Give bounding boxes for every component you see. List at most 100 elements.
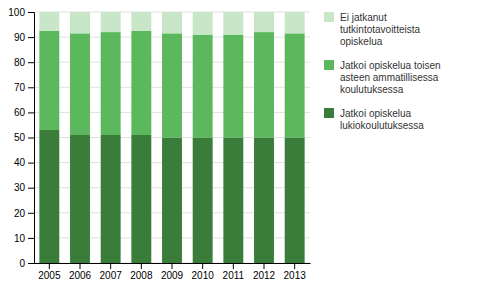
y-tick-mark	[28, 188, 34, 189]
x-tick: 2011	[223, 263, 245, 281]
y-tick-mark	[28, 138, 34, 139]
x-tick-label: 2006	[69, 270, 92, 281]
y-tick-label: 50	[14, 132, 26, 143]
bar	[101, 12, 121, 32]
x-tick-mark	[264, 263, 265, 269]
bar	[70, 12, 90, 33]
plot-area: 2005200620072008200920102011201220130102…	[8, 7, 310, 281]
y-tick: 30	[14, 182, 34, 193]
bar	[162, 12, 182, 33]
x-tick: 2013	[284, 263, 307, 281]
bar	[285, 12, 305, 33]
legend-label: Jatkoi opiskelualukiokoulutuksessa	[340, 108, 424, 131]
bar	[193, 12, 213, 35]
bar	[223, 138, 243, 264]
bar	[254, 138, 274, 264]
y-tick-label: 60	[14, 107, 26, 118]
y-tick-mark	[28, 112, 34, 113]
y-tick: 40	[14, 157, 34, 168]
bar	[223, 12, 243, 35]
y-tick: 0	[19, 258, 34, 269]
chart-container: 2005200620072008200920102011201220130102…	[0, 0, 480, 289]
series-bars	[39, 12, 304, 35]
x-tick-label: 2009	[161, 270, 184, 281]
y-tick-mark	[28, 263, 34, 264]
legend-item: Jatkoi opiskelua toisenasteen ammatillis…	[324, 60, 441, 95]
y-tick: 90	[14, 32, 34, 43]
bar	[131, 135, 151, 263]
y-axis-line	[28, 13, 35, 264]
legend: Ei jatkanuttutkintotavoitteistaopiskelua…	[324, 12, 441, 131]
y-tick-mark	[28, 87, 34, 88]
bar	[162, 33, 182, 137]
bar	[193, 138, 213, 264]
x-tick-mark	[49, 263, 50, 269]
x-tick-mark	[202, 263, 203, 269]
x-tick-mark	[80, 263, 81, 269]
y-tick-mark	[28, 37, 34, 38]
bar	[70, 135, 90, 263]
y-tick-mark	[28, 213, 34, 214]
x-tick-label: 2005	[38, 270, 61, 281]
x-tick: 2010	[192, 263, 215, 281]
x-tick-mark	[172, 263, 173, 269]
series-bars	[39, 130, 304, 263]
y-tick-label: 20	[14, 208, 26, 219]
bar	[193, 35, 213, 138]
y-tick: 80	[14, 57, 34, 68]
x-tick: 2009	[161, 263, 184, 281]
legend-item: Ei jatkanuttutkintotavoitteistaopiskelua	[324, 12, 420, 47]
bar	[101, 32, 121, 135]
bar	[223, 35, 243, 138]
bar	[285, 33, 305, 137]
y-tick-mark	[28, 238, 34, 239]
x-tick: 2006	[69, 263, 92, 281]
bar	[131, 31, 151, 135]
x-tick-label: 2012	[253, 270, 276, 281]
bar	[254, 12, 274, 32]
bars	[39, 12, 304, 263]
x-tick: 2008	[130, 263, 153, 281]
y-tick: 60	[14, 107, 34, 118]
grid	[34, 12, 310, 263]
x-tick-mark	[141, 263, 142, 269]
legend-item: Jatkoi opiskelualukiokoulutuksessa	[324, 108, 424, 131]
x-tick-label: 2010	[192, 270, 215, 281]
y-tick: 70	[14, 82, 34, 93]
bar	[101, 135, 121, 263]
y-tick-label: 0	[19, 258, 25, 269]
chart-svg: 2005200620072008200920102011201220130102…	[0, 0, 480, 289]
y-tick-mark	[28, 163, 34, 164]
bar	[39, 12, 59, 31]
x-tick: 2005	[38, 263, 61, 281]
bar	[162, 138, 182, 264]
x-tick: 2012	[253, 263, 276, 281]
x-tick-mark	[110, 263, 111, 269]
legend-label: Jatkoi opiskelua toisenasteen ammatillis…	[340, 60, 441, 95]
x-tick-label: 2013	[284, 270, 307, 281]
x-tick-mark	[294, 263, 295, 269]
bar	[131, 12, 151, 31]
legend-swatch	[324, 108, 334, 118]
y-tick: 100	[8, 7, 34, 18]
x-tick-label: 2007	[100, 270, 123, 281]
x-axis: 2005 2006 2007 2008 2009 2010 2011 2012 2013	[35, 263, 311, 281]
y-tick-mark	[28, 12, 34, 13]
x-tick: 2007	[100, 263, 123, 281]
y-tick-label: 70	[14, 82, 26, 93]
y-tick-label: 30	[14, 182, 26, 193]
bar	[70, 33, 90, 135]
y-tick: 50	[14, 132, 34, 143]
y-tick-label: 80	[14, 57, 26, 68]
x-tick-label: 2011	[223, 270, 245, 281]
y-tick: 20	[14, 208, 34, 219]
legend-swatch	[324, 12, 334, 22]
bar	[39, 130, 59, 263]
y-axis: 0102030405060708090100	[8, 7, 34, 269]
bar	[254, 32, 274, 137]
bar	[285, 138, 305, 264]
legend-swatch	[324, 60, 334, 70]
x-tick-mark	[233, 263, 234, 269]
bar	[39, 31, 59, 130]
legend-label: Ei jatkanuttutkintotavoitteistaopiskelua	[340, 12, 420, 47]
